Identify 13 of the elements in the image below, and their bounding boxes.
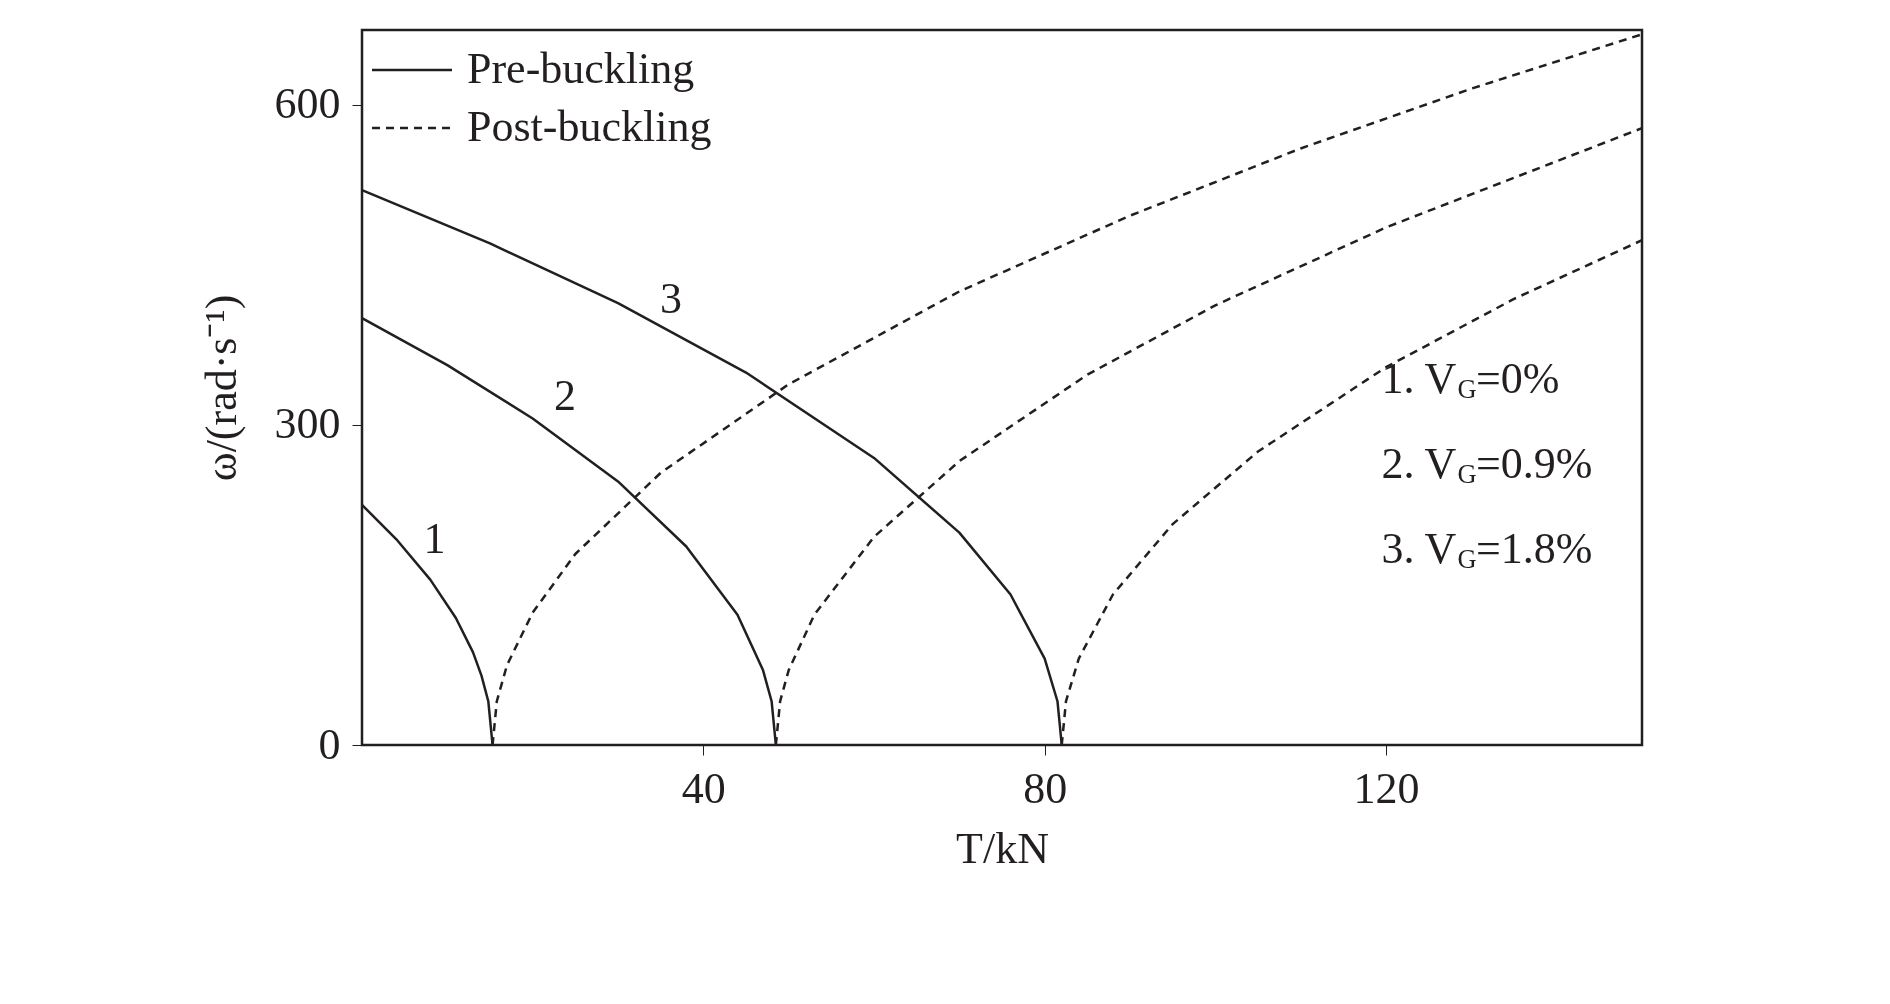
annotation: 1 xyxy=(423,514,446,564)
legend-label: Post-buckling xyxy=(467,102,712,151)
x-axis-title: T/kN xyxy=(956,823,1049,873)
legend-label: Pre-buckling xyxy=(467,44,695,93)
annotation: 2 xyxy=(554,371,577,421)
y-tick-label: 600 xyxy=(274,79,341,129)
y-tick-label: 0 xyxy=(318,719,341,769)
y-tick-label: 300 xyxy=(274,399,341,449)
y-axis-title: ω/(rad·s⁻¹) xyxy=(196,294,246,482)
x-tick-label: 80 xyxy=(1023,763,1068,813)
x-tick-label: 120 xyxy=(1353,763,1420,813)
annotation: 3 xyxy=(659,273,682,323)
x-tick-label: 40 xyxy=(681,763,726,813)
